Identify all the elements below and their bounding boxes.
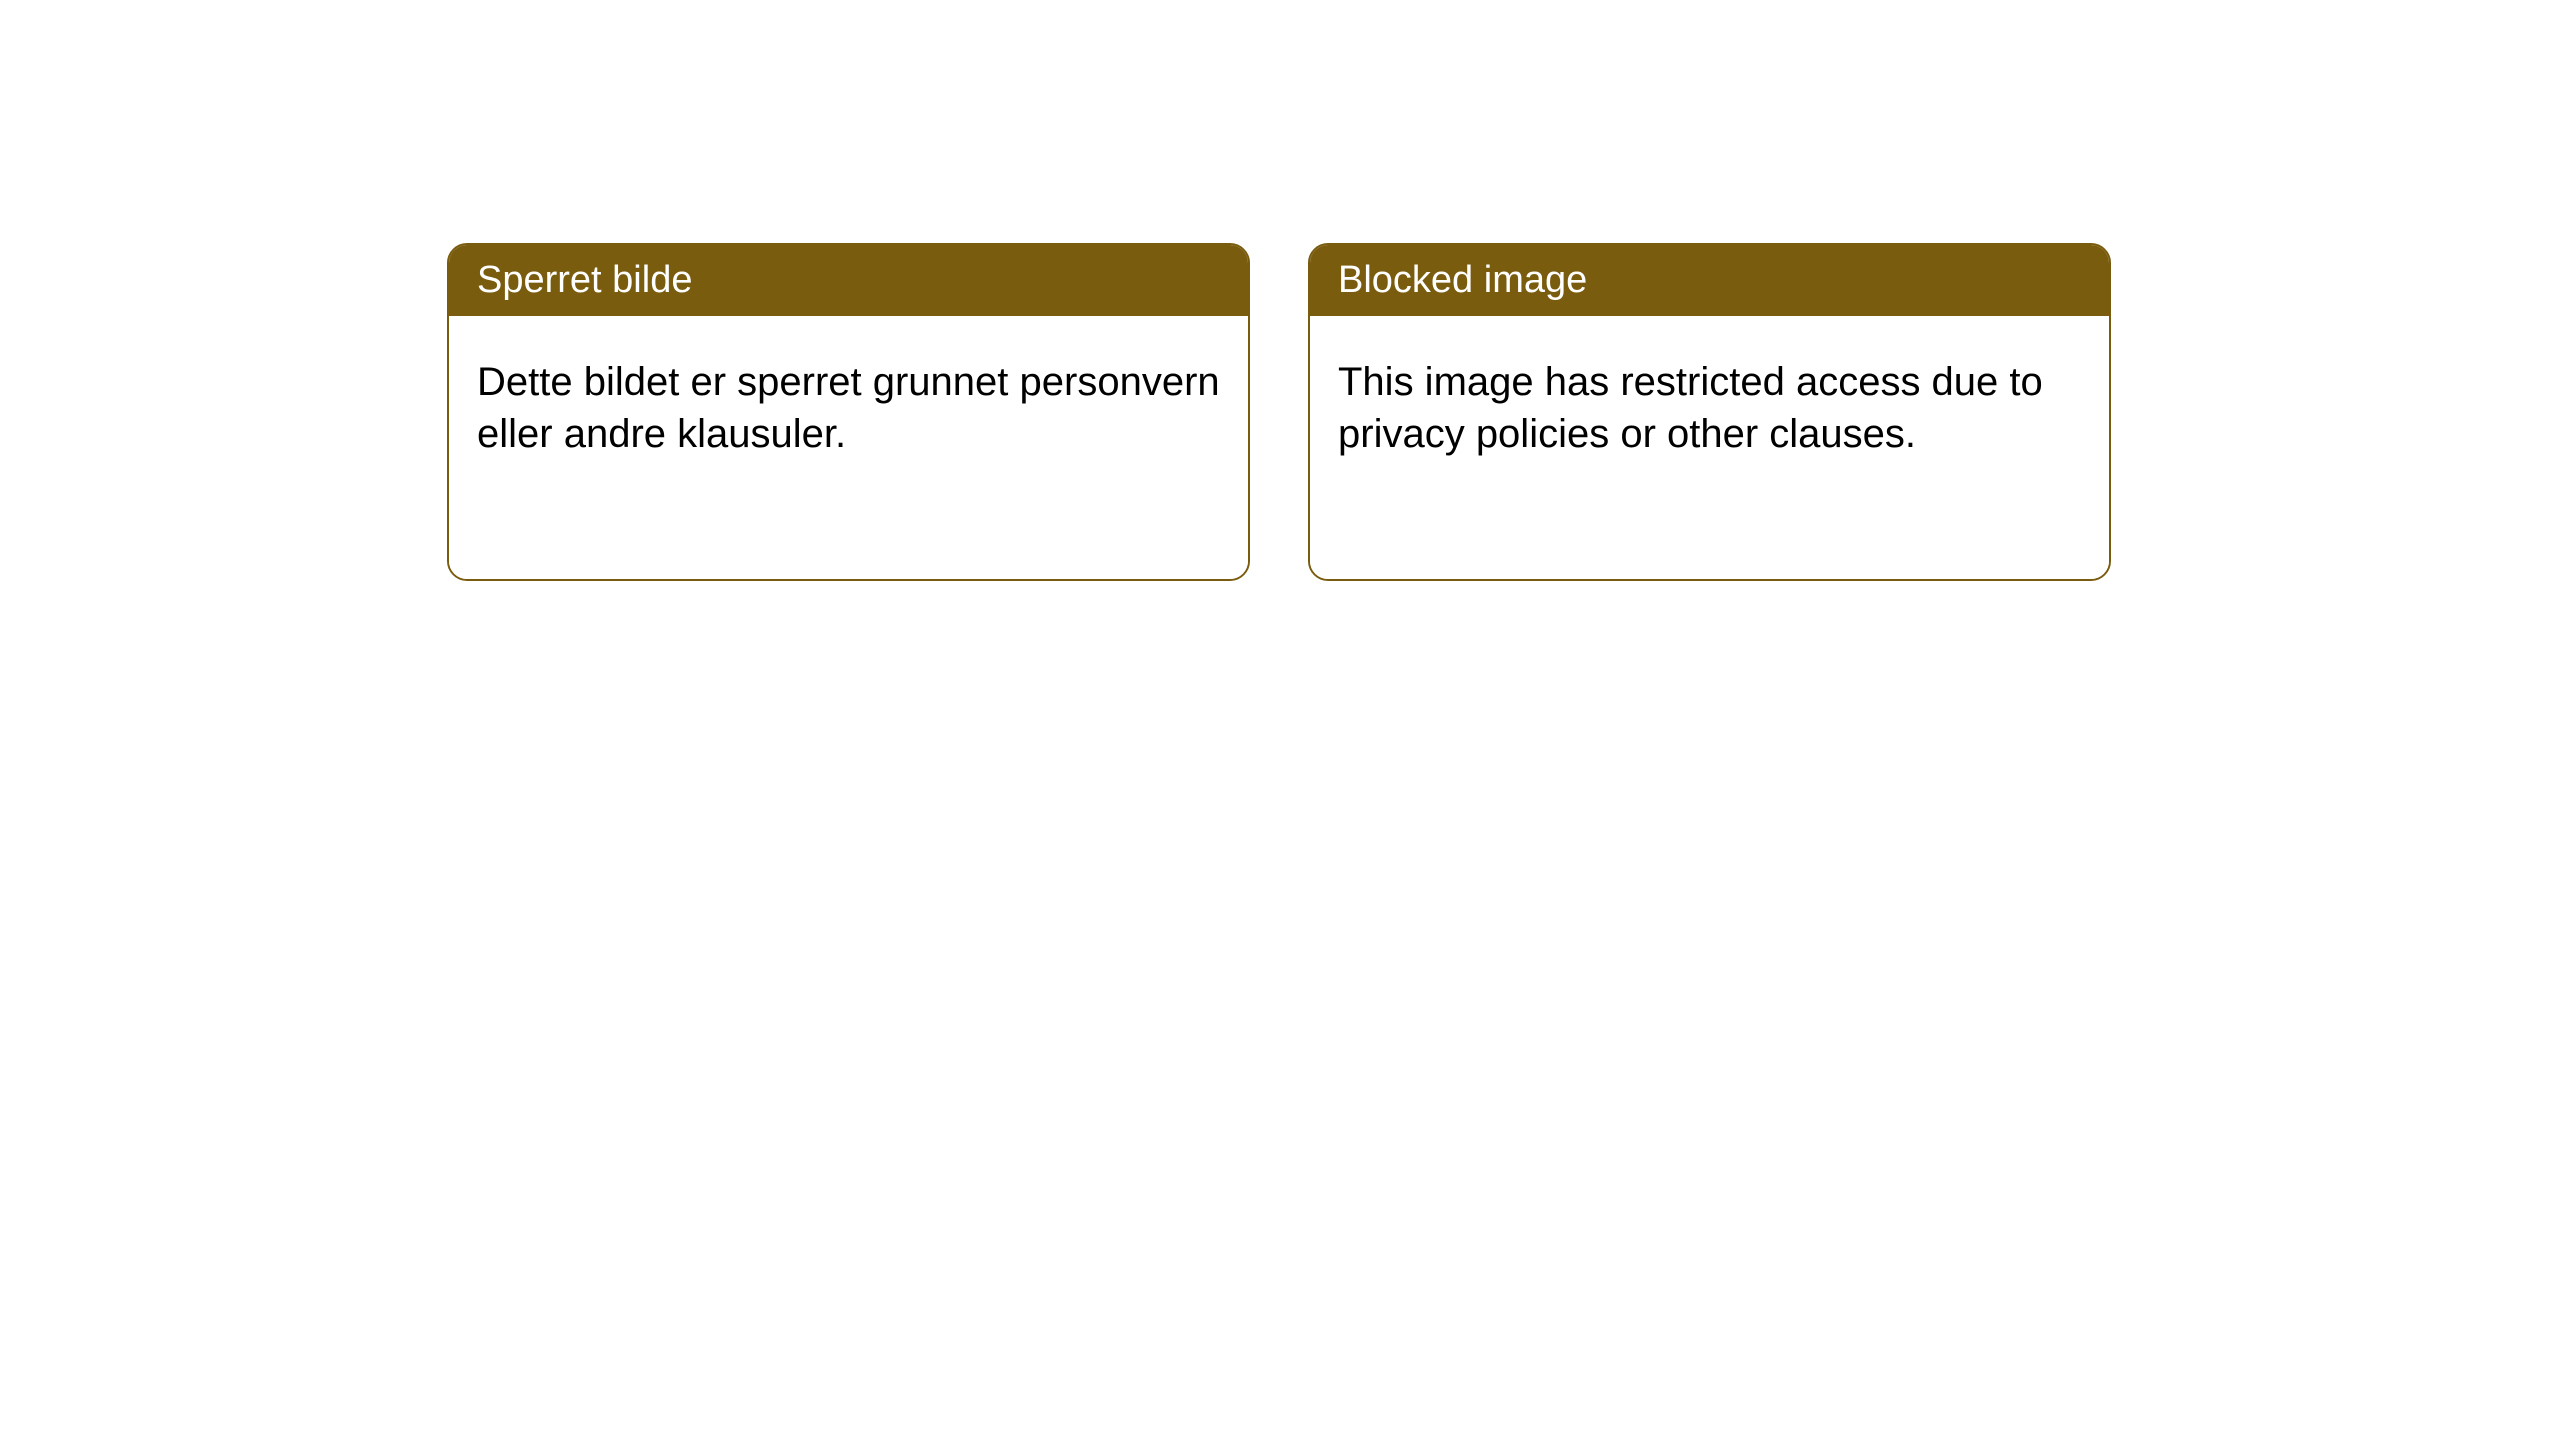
- notice-header: Sperret bilde: [449, 245, 1248, 316]
- notice-card-norwegian: Sperret bilde Dette bildet er sperret gr…: [447, 243, 1250, 581]
- notice-container: Sperret bilde Dette bildet er sperret gr…: [447, 243, 2111, 581]
- notice-body: This image has restricted access due to …: [1310, 316, 2109, 579]
- notice-body: Dette bildet er sperret grunnet personve…: [449, 316, 1248, 579]
- notice-card-english: Blocked image This image has restricted …: [1308, 243, 2111, 581]
- notice-header: Blocked image: [1310, 245, 2109, 316]
